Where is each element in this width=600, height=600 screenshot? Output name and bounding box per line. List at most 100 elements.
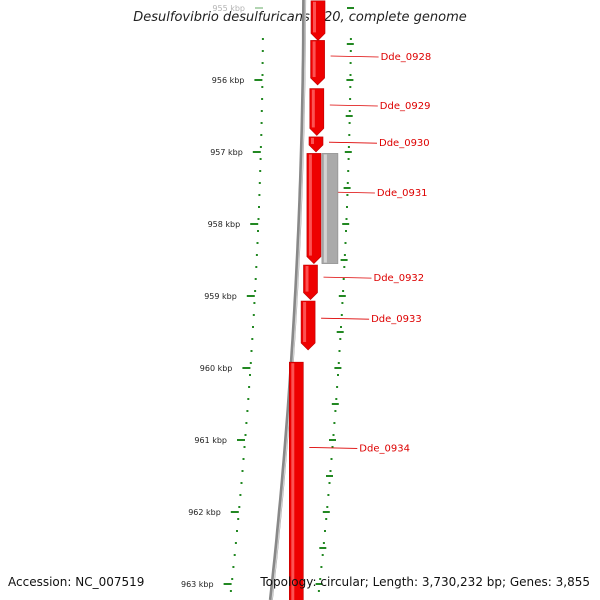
gene-label: Dde_0928	[381, 52, 432, 63]
inner-track-dot	[346, 182, 349, 184]
gene-highlight	[312, 41, 316, 78]
gene-label: Dde_0929	[380, 101, 431, 112]
outer-track-dot	[233, 554, 236, 556]
gene-label: Dde_0932	[374, 273, 425, 284]
outer-track-dot	[242, 458, 245, 460]
scale-tick	[250, 223, 259, 225]
inner-track-tick	[331, 403, 339, 405]
inner-track-dot	[349, 86, 352, 88]
outer-track-dot	[246, 410, 249, 412]
inner-track-tick	[326, 475, 333, 477]
scale-tick-label: 960 kbp	[200, 364, 233, 373]
outer-track-dot	[236, 530, 238, 532]
outer-track-dot	[249, 362, 252, 364]
outer-track-dot	[243, 446, 246, 448]
gene-highlight	[313, 1, 316, 33]
accession-text: Accession: NC_007519	[8, 575, 145, 589]
outer-track-dot	[261, 62, 264, 64]
scale-tick	[255, 7, 263, 9]
inner-track-tick	[336, 331, 344, 333]
outer-track-dot	[247, 398, 250, 400]
scale-tick-label: 956 kbp	[212, 76, 245, 85]
outer-track-dot	[256, 242, 259, 244]
gene-highlight	[311, 137, 314, 144]
outer-track-dot	[260, 122, 263, 124]
scale-tick	[223, 583, 232, 585]
inner-track-tick	[346, 79, 354, 81]
gene-label-leader	[329, 104, 378, 107]
inner-track-dot	[347, 158, 350, 160]
outer-track-dot	[255, 266, 258, 268]
outer-track-dot	[261, 38, 264, 40]
outer-track-dot	[257, 218, 260, 220]
inner-track-dot	[330, 458, 333, 460]
outer-track-dot	[252, 314, 255, 316]
inner-track-dot	[349, 38, 352, 40]
gene-highlight	[291, 363, 295, 600]
outer-track-dot	[254, 290, 257, 292]
inner-track-dot	[328, 482, 331, 484]
inner-track-dot	[342, 278, 345, 280]
gene-label-leader	[309, 447, 358, 449]
outer-track-dot	[258, 194, 261, 196]
outer-track-dot	[249, 374, 251, 376]
outer-track-dot	[251, 338, 254, 340]
gene-label: Dde_0931	[377, 188, 428, 199]
outer-track-dot	[231, 578, 234, 580]
inner-track-dot	[349, 98, 352, 100]
outer-track-dot	[229, 590, 232, 592]
outer-track-dot	[260, 110, 263, 112]
inner-track-dot	[347, 146, 350, 148]
scale-tick-label: 957 kbp	[210, 148, 243, 157]
inner-track-dot	[319, 578, 322, 580]
scale-tick	[242, 367, 251, 369]
gene-highlight	[323, 154, 327, 263]
outer-track-dot	[261, 50, 264, 52]
inner-track-tick	[347, 7, 354, 9]
outer-track-dot	[255, 254, 258, 256]
gene-label: Dde_0933	[371, 314, 422, 325]
gene-highlight	[311, 89, 315, 128]
inner-track-tick	[342, 223, 350, 225]
inner-track-dot	[337, 362, 340, 364]
outer-track-dot	[254, 278, 257, 280]
inner-track-dot	[324, 530, 326, 532]
inner-track-dot	[339, 338, 342, 340]
inner-track-tick	[344, 151, 352, 153]
inner-track-dot	[346, 206, 348, 208]
inner-track-tick	[319, 547, 327, 549]
inner-track-dot	[329, 470, 332, 472]
inner-track-dot	[347, 170, 350, 172]
outer-track-dot	[232, 566, 235, 568]
gene-label: Dde_0930	[379, 138, 430, 149]
scale-tick-label: 963 kbp	[181, 580, 214, 589]
inner-track-dot	[343, 254, 346, 256]
inner-track-tick	[340, 259, 348, 261]
inner-track-tick	[345, 115, 353, 117]
outer-track-dot	[261, 86, 264, 88]
outer-track-dot	[257, 230, 259, 232]
scale-tick-label: 955 kbp	[212, 4, 245, 13]
outer-track-dot	[259, 158, 262, 160]
scale-tick	[246, 295, 255, 297]
inner-track-dot	[348, 110, 351, 112]
scale-tick-label: 958 kbp	[208, 220, 241, 229]
inner-track-dot	[333, 422, 336, 424]
scale-tick-label: 962 kbp	[188, 508, 221, 517]
inner-track-tick	[346, 43, 354, 45]
outer-track-dot	[258, 182, 261, 184]
inner-track-tick	[338, 295, 346, 297]
inner-track-dot	[345, 218, 348, 220]
inner-track-dot	[341, 302, 344, 304]
outer-track-dot	[238, 506, 241, 508]
outer-track-dot	[237, 518, 240, 520]
inner-track-dot	[322, 542, 325, 544]
scale-tick	[254, 79, 263, 81]
inner-track-dot	[327, 494, 330, 496]
outer-track-dot	[241, 470, 244, 472]
gene-highlight	[308, 154, 312, 256]
outer-track-dot	[253, 302, 256, 304]
inner-track-tick	[315, 583, 323, 585]
inner-track-dot	[338, 350, 341, 352]
